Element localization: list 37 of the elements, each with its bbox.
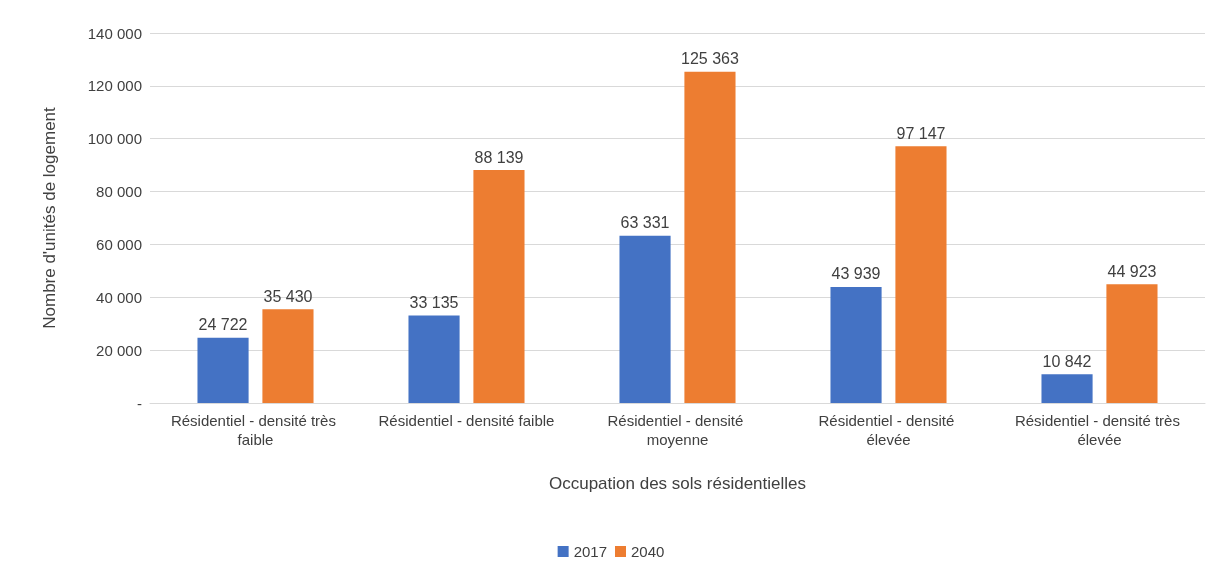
bar: [262, 309, 314, 403]
bar: [473, 170, 525, 403]
bar: [895, 146, 947, 403]
data-label: 88 139: [474, 148, 524, 166]
legend-label: 2017: [573, 543, 608, 560]
y-tick-label: -: [137, 394, 142, 412]
data-label: 33 135: [409, 293, 459, 311]
y-axis-title: Nombre d'unités de logement: [40, 106, 59, 329]
data-label: 63 331: [620, 214, 670, 232]
data-label: 97 147: [896, 124, 946, 142]
bar: [197, 337, 249, 403]
bar: [408, 315, 460, 403]
bar: [684, 71, 736, 403]
y-tick-label: 40 000: [96, 288, 142, 306]
data-label: 35 430: [263, 287, 313, 305]
y-tick-label: 60 000: [96, 235, 142, 253]
data-label: 44 923: [1107, 262, 1157, 280]
bar: [1041, 374, 1093, 403]
data-label: 125 363: [681, 50, 739, 68]
data-label: 43 939: [831, 265, 881, 283]
x-tick-label: Résidentiel - densité élevée: [818, 412, 959, 448]
y-tick-label: 140 000: [87, 24, 142, 42]
legend-label: 2040: [631, 543, 665, 560]
x-tick-label: Résidentiel - densité faible: [378, 412, 555, 429]
data-label: 24 722: [198, 316, 248, 334]
x-tick-label: Résidentiel - densité moyenne: [607, 412, 748, 448]
y-tick-label: 80 000: [96, 183, 142, 201]
bar: [830, 286, 882, 403]
bar: [619, 235, 671, 403]
y-tick-label: 120 000: [87, 77, 142, 95]
data-label: 10 842: [1042, 352, 1092, 370]
x-tick-label: Résidentiel - densité très faible: [170, 412, 341, 448]
y-tick-label: 20 000: [96, 341, 142, 359]
y-tick-label: 100 000: [87, 130, 142, 148]
x-tick-label: Résidentiel - densité très élevée: [1014, 412, 1185, 448]
x-axis-title: Occupation des sols résidentielles: [548, 474, 807, 493]
bar: [1106, 284, 1158, 403]
